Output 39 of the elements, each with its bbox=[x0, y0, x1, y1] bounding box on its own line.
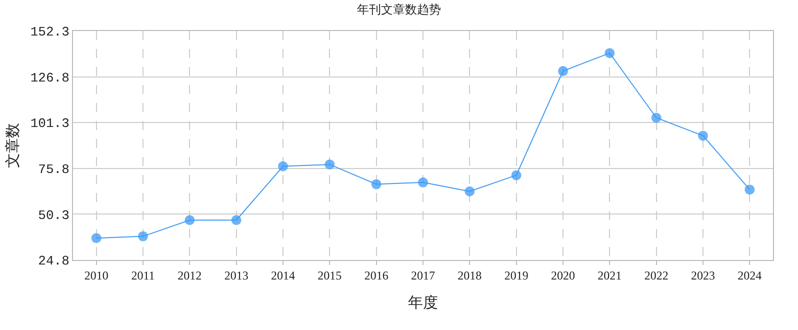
point bbox=[744, 184, 755, 195]
x-tick-label: 2022 bbox=[644, 268, 668, 282]
y-tick-label: 126.8 bbox=[30, 70, 70, 86]
x-tick-label: 2015 bbox=[318, 268, 342, 282]
y-axis-title: 文章数 bbox=[4, 123, 22, 168]
x-tick-label: 2016 bbox=[364, 268, 388, 282]
point bbox=[604, 48, 615, 58]
x-tick-label: 2011 bbox=[131, 268, 155, 282]
chart-title: 年刊文章数趋势 bbox=[357, 2, 441, 16]
point bbox=[698, 130, 708, 141]
point bbox=[511, 170, 522, 180]
y-tick-label: 152.3 bbox=[30, 24, 70, 40]
point bbox=[91, 233, 102, 244]
point bbox=[418, 177, 428, 188]
y-tick-label: 50.3 bbox=[38, 208, 70, 223]
y-tick-label: 101.3 bbox=[30, 116, 70, 132]
point bbox=[651, 112, 662, 123]
x-tick-label: 2012 bbox=[178, 268, 202, 282]
x-tick-label: 2020 bbox=[551, 268, 575, 282]
point bbox=[138, 231, 148, 242]
x-tick-label: 2010 bbox=[84, 268, 108, 282]
point bbox=[231, 215, 242, 226]
point bbox=[278, 161, 288, 172]
x-tick-label: 2019 bbox=[504, 268, 528, 282]
x-axis-title: 年度 bbox=[408, 294, 438, 312]
point bbox=[558, 66, 568, 76]
point bbox=[184, 215, 195, 226]
x-tick-label: 2013 bbox=[224, 268, 248, 282]
y-tick-label: 24.8 bbox=[38, 254, 70, 269]
x-tick-label: 2024 bbox=[738, 268, 762, 282]
point bbox=[464, 186, 475, 196]
point bbox=[324, 159, 335, 170]
y-tick-label: 75.8 bbox=[38, 162, 70, 177]
x-tick-label: 2023 bbox=[691, 268, 715, 282]
x-tick-label: 2018 bbox=[458, 268, 482, 282]
x-tick-label: 2017 bbox=[411, 268, 435, 282]
point bbox=[371, 179, 382, 190]
x-tick-label: 2014 bbox=[271, 268, 295, 282]
x-tick-label: 2021 bbox=[598, 268, 622, 282]
